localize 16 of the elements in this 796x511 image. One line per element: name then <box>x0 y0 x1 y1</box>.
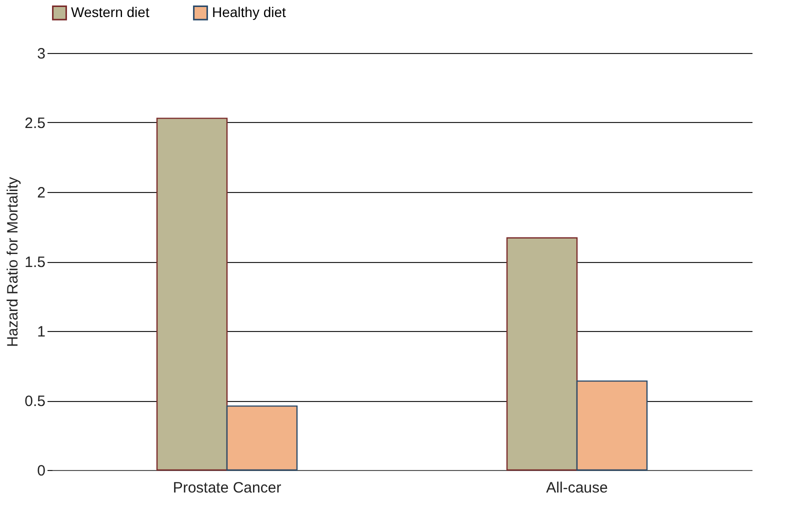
legend-label: Western diet <box>71 4 150 20</box>
bar <box>576 380 648 471</box>
x-tick-label: All-cause <box>546 480 608 496</box>
y-tick-label: 0.5 <box>24 393 46 410</box>
bar <box>226 405 298 471</box>
y-tick-label: 1 <box>37 324 46 340</box>
y-tick-label: 3 <box>37 46 46 62</box>
y-tick-label: 2.5 <box>24 115 46 132</box>
legend-label: Healthy diet <box>212 4 286 20</box>
y-tick-label: 0 <box>37 462 46 480</box>
bar <box>506 237 578 471</box>
y-tick-label: 1.5 <box>24 254 46 271</box>
bar <box>156 118 228 471</box>
y-axis-title: Hazard Ratio for Mortality <box>4 176 22 348</box>
y-tick-label: 2 <box>37 184 46 202</box>
x-tick-label: Prostate Cancer <box>172 480 282 496</box>
